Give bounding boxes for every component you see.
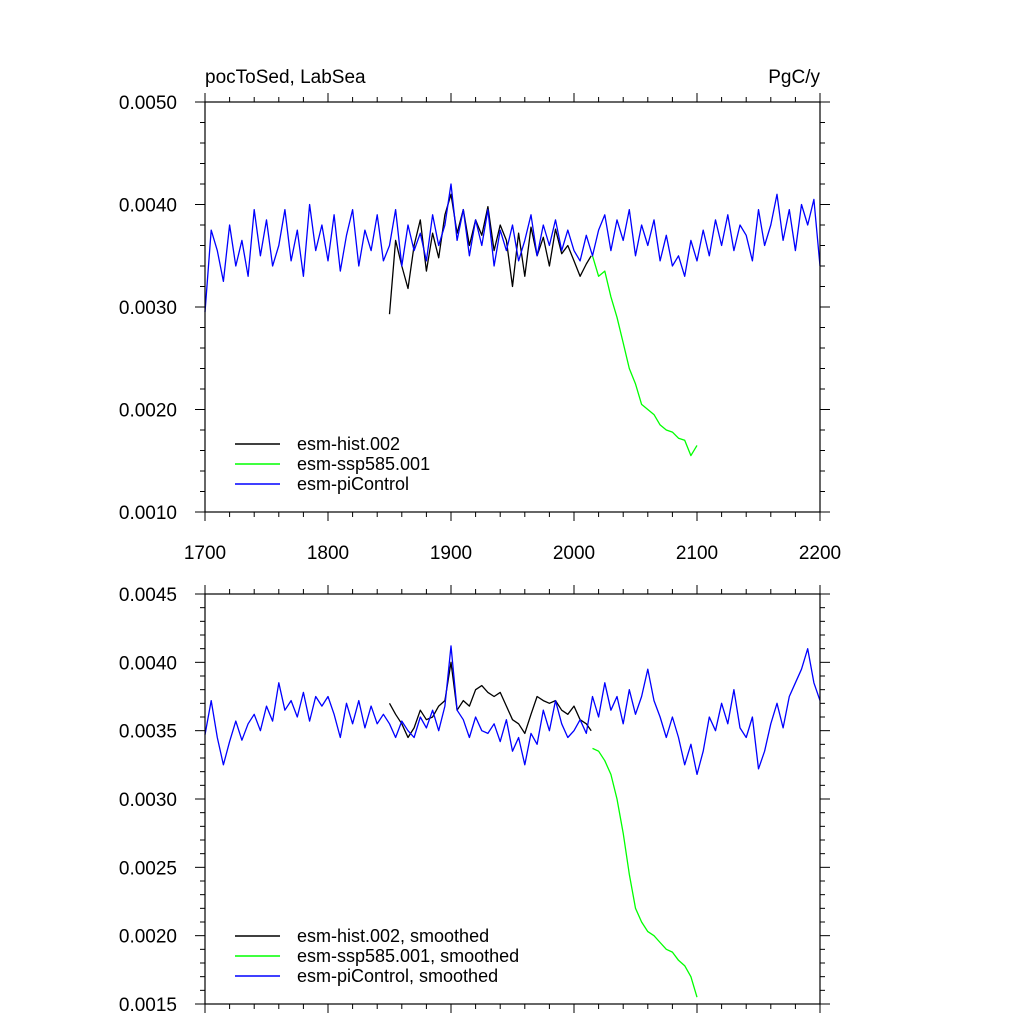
bottom-chart-panel: 0.0015 0.0020 0.0025 0.0030 0.0035 0.0040 0.00… [119, 585, 830, 1016]
series-line-esm-hist-002 [388, 193, 592, 315]
legend-label: esm-ssp585.001 [297, 454, 430, 474]
x-tick-label: 2100 [676, 543, 718, 564]
top-chart-frame [204, 101, 821, 513]
y-tick-label: 0.0020 [119, 927, 177, 948]
y-tick-label: 0.0025 [119, 858, 177, 879]
series-line-esm-picontrol-smoothed [204, 645, 821, 776]
x-tick-label: 1900 [430, 543, 472, 564]
y-tick-label: 0.0040 [119, 196, 177, 217]
legend-label: esm-piControl, smoothed [297, 966, 498, 986]
series-line-esm-picontrol [204, 183, 821, 313]
legend-label: esm-hist.002 [297, 434, 400, 454]
x-tick-label: 1700 [184, 543, 226, 564]
x-tick-label: 2000 [553, 543, 595, 564]
bottom-chart-frame [204, 593, 821, 1005]
y-tick-label: 0.0030 [119, 298, 177, 319]
top-chart-units: PgC/y [768, 67, 820, 88]
y-tick-label: 0.0035 [119, 722, 177, 743]
y-tick-label: 0.0040 [119, 653, 177, 674]
legend-label: esm-hist.002, smoothed [297, 926, 489, 946]
x-tick-label: 1800 [307, 543, 349, 564]
x-tick-label: 2200 [799, 543, 841, 564]
y-tick-label: 0.0010 [119, 503, 177, 524]
top-chart-ticks: 1700 1800 1900 2000 2100 2200 0.0010 0.0020 0.00… [119, 93, 841, 564]
series-line-esm-ssp585-001-smoothed [592, 747, 698, 998]
y-tick-label: 0.0045 [119, 585, 177, 606]
series-line-esm-hist-002-smoothed [388, 661, 592, 739]
y-tick-label: 0.0020 [119, 401, 177, 422]
bottom-chart-series [204, 645, 821, 998]
legend-label: esm-piControl [297, 474, 409, 494]
top-chart-series [204, 183, 821, 457]
top-chart-panel: pocToSed, LabSea PgC/y 1700 1800 1900 2000 2… [119, 67, 841, 564]
legend-label: esm-ssp585.001, smoothed [297, 946, 519, 966]
y-tick-label: 0.0050 [119, 93, 177, 114]
y-tick-label: 0.0030 [119, 790, 177, 811]
series-line-esm-ssp585-001 [591, 255, 698, 457]
y-tick-label: 0.0015 [119, 995, 177, 1016]
bottom-chart-ticks: 0.0015 0.0020 0.0025 0.0030 0.0035 0.0040 0.00… [119, 585, 830, 1016]
top-chart-title: pocToSed, LabSea [205, 67, 366, 88]
